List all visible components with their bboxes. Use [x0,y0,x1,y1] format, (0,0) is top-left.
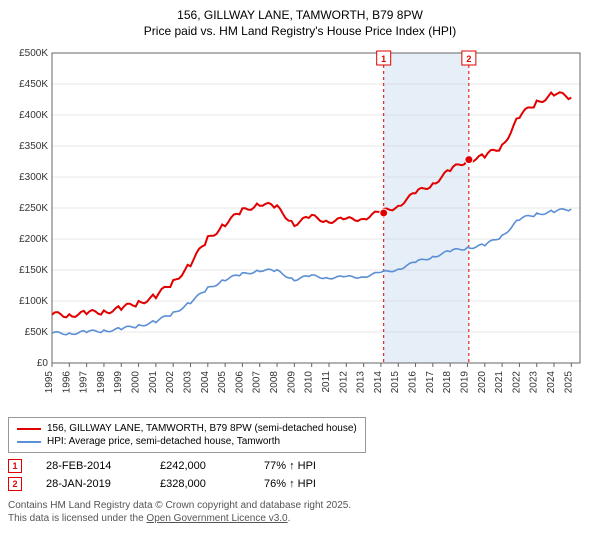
svg-text:1999: 1999 [113,371,124,394]
svg-text:2001: 2001 [148,371,159,394]
svg-text:2014: 2014 [373,371,384,394]
footer-line-1: Contains HM Land Registry data © Crown c… [8,499,592,512]
svg-text:1995: 1995 [44,371,55,394]
legend-label: 156, GILLWAY LANE, TAMWORTH, B79 8PW (se… [47,423,357,434]
svg-text:2025: 2025 [563,371,574,394]
svg-text:£50K: £50K [25,327,49,338]
svg-text:2015: 2015 [390,371,401,394]
svg-text:2020: 2020 [477,371,488,394]
svg-text:2021: 2021 [494,371,505,394]
licence-link[interactable]: Open Government Licence v3.0 [146,513,287,524]
svg-text:£200K: £200K [19,234,48,245]
svg-text:£400K: £400K [19,110,48,121]
svg-text:2010: 2010 [304,371,315,394]
svg-text:2011: 2011 [321,371,332,393]
legend-item: 156, GILLWAY LANE, TAMWORTH, B79 8PW (se… [17,422,357,435]
svg-text:2016: 2016 [408,371,419,394]
sale-date: 28-JAN-2019 [46,478,136,490]
legend-label: HPI: Average price, semi-detached house,… [47,436,280,447]
sale-price: £328,000 [160,478,240,490]
sale-price: £242,000 [160,460,240,472]
svg-text:1996: 1996 [61,371,72,394]
chart-area: £0 £50K £100K £150K £200K £250K £300K £350K £400… [8,43,592,413]
svg-text:2: 2 [466,54,471,64]
svg-text:2013: 2013 [356,371,367,394]
svg-text:2017: 2017 [425,371,436,394]
sale-marker: 2 [8,477,22,491]
svg-text:£500K: £500K [19,48,48,59]
title-line-1: 156, GILLWAY LANE, TAMWORTH, B79 8PW [8,8,592,24]
svg-text:2022: 2022 [511,371,522,394]
sale-pct: 77% ↑ HPI [264,460,354,472]
svg-text:2000: 2000 [131,371,142,394]
svg-text:1: 1 [381,54,386,64]
attribution-footer: Contains HM Land Registry data © Crown c… [8,499,592,525]
line-chart: £0 £50K £100K £150K £200K £250K £300K £350K £400… [8,43,592,413]
svg-text:2008: 2008 [269,371,280,394]
sale-row: 1 28-FEB-2014 £242,000 77% ↑ HPI [8,457,592,475]
svg-text:2012: 2012 [338,371,349,394]
sale-date: 28-FEB-2014 [46,460,136,472]
title-line-2: Price paid vs. HM Land Registry's House … [8,24,592,40]
sale-marker: 1 [8,459,22,473]
svg-text:2005: 2005 [217,371,228,394]
svg-text:2004: 2004 [200,371,211,394]
legend-swatch [17,428,41,430]
svg-text:£0: £0 [37,358,49,369]
sale-row: 2 28-JAN-2019 £328,000 76% ↑ HPI [8,475,592,493]
svg-text:£450K: £450K [19,79,48,90]
svg-text:2002: 2002 [165,371,176,394]
svg-text:1998: 1998 [96,371,107,394]
svg-text:2003: 2003 [182,371,193,394]
chart-title: 156, GILLWAY LANE, TAMWORTH, B79 8PW Pri… [8,8,592,39]
sale-pct: 76% ↑ HPI [264,478,354,490]
svg-text:£250K: £250K [19,203,48,214]
svg-text:2019: 2019 [459,371,470,394]
legend-item: HPI: Average price, semi-detached house,… [17,435,357,448]
svg-text:£350K: £350K [19,141,48,152]
sales-table: 1 28-FEB-2014 £242,000 77% ↑ HPI 2 28-JAN-201… [8,457,592,493]
svg-text:2018: 2018 [442,371,453,394]
svg-text:£100K: £100K [19,296,48,307]
svg-text:2009: 2009 [286,371,297,394]
legend-swatch [17,441,41,443]
svg-text:£150K: £150K [19,265,48,276]
legend: 156, GILLWAY LANE, TAMWORTH, B79 8PW (se… [8,417,366,453]
svg-text:2023: 2023 [529,371,540,394]
svg-text:1997: 1997 [79,371,90,394]
svg-text:£300K: £300K [19,172,48,183]
svg-text:2007: 2007 [252,371,263,394]
svg-text:2024: 2024 [546,371,557,394]
footer-line-2: This data is licensed under the Open Gov… [8,512,592,525]
svg-text:2006: 2006 [234,371,245,394]
